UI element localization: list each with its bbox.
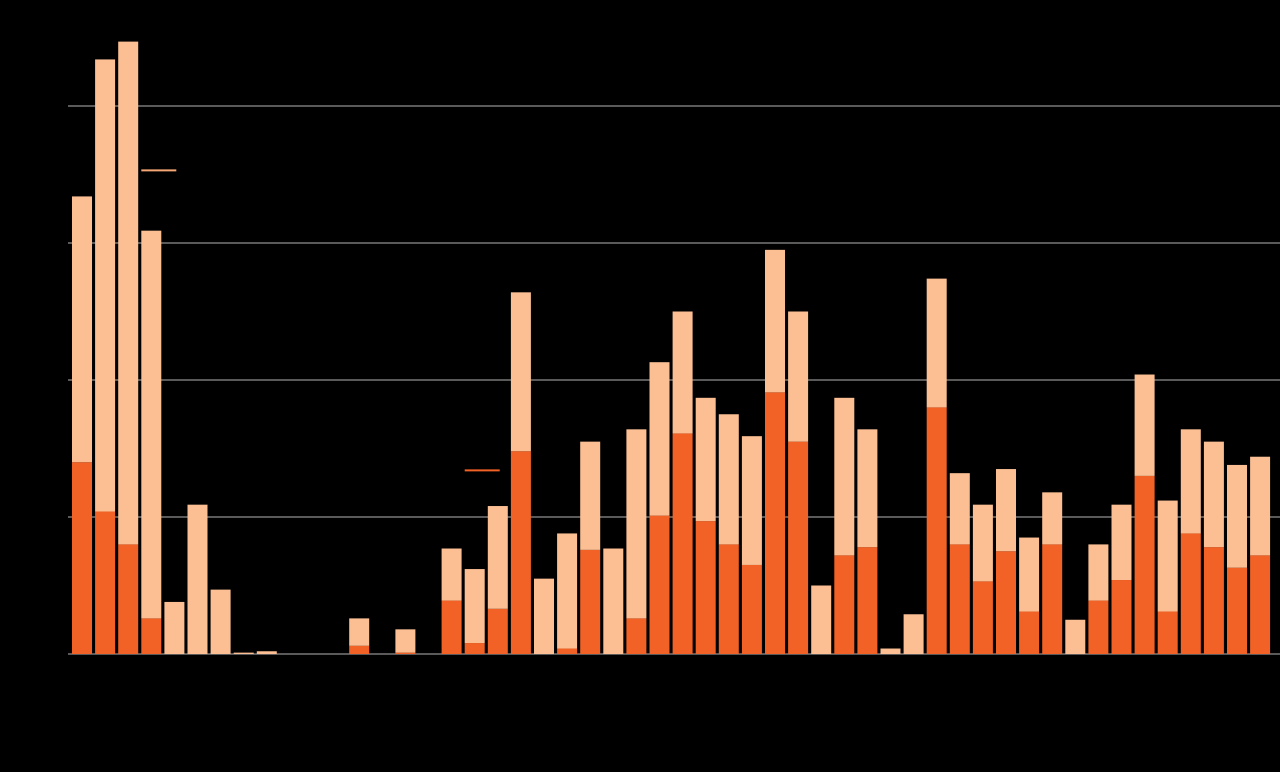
bar-segment: [164, 601, 185, 654]
bar-segment: [1180, 533, 1201, 654]
bar-segment: [949, 473, 970, 545]
bar-segment: [395, 652, 416, 654]
bar-segment: [1042, 492, 1063, 545]
bar-segment: [695, 397, 716, 522]
bar-segment: [626, 618, 647, 654]
bar-segment: [510, 451, 531, 654]
bar-segment: [441, 548, 462, 601]
bar-segment: [1065, 619, 1086, 654]
bar-segment: [487, 608, 508, 654]
bar-segment: [996, 469, 1016, 552]
bar-segment: [141, 618, 162, 654]
bar-segment: [718, 544, 739, 654]
bar-segment: [118, 41, 139, 545]
bar-segment: [1088, 544, 1109, 601]
bar-segment: [95, 59, 116, 512]
bar-segment: [1019, 537, 1040, 612]
bar-segment: [672, 433, 693, 654]
bar-segment: [1250, 456, 1271, 556]
bar-segment: [834, 397, 855, 556]
bar-segment: [118, 544, 139, 654]
bar-segment: [1111, 504, 1132, 581]
bar-segment: [811, 585, 832, 654]
bar-segment: [1203, 547, 1224, 654]
bar-segment: [926, 278, 947, 408]
bar-segment: [880, 648, 901, 654]
bar-segment: [580, 441, 601, 550]
bar-segment: [187, 504, 208, 654]
bar-segment: [256, 651, 277, 654]
bar-segment: [903, 614, 924, 654]
bar-segment: [857, 429, 878, 548]
bar-segment: [487, 506, 508, 609]
bar-segment: [926, 407, 947, 654]
bar-segment: [557, 533, 578, 649]
bar-segment: [649, 515, 670, 654]
bar-segment: [626, 429, 647, 619]
bar-segment: [788, 311, 809, 442]
bar-segment: [1250, 555, 1271, 654]
bar-segment: [1180, 429, 1201, 534]
bar-segment: [441, 600, 462, 654]
bar-segment: [972, 504, 993, 582]
bar-segment: [1227, 464, 1247, 568]
bar-segment: [1019, 611, 1040, 654]
bar-segment: [741, 436, 762, 565]
bar-segment: [672, 311, 693, 434]
bar-segment: [1134, 475, 1155, 654]
bar-segment: [210, 589, 231, 654]
bar-segment: [510, 292, 531, 452]
bar-segment: [649, 362, 670, 516]
bar-segment: [1227, 567, 1247, 654]
bar-segment: [857, 547, 878, 654]
bar-segment: [464, 569, 485, 644]
bar-segment: [788, 441, 809, 654]
bar-segment: [1088, 600, 1109, 654]
bar-segment: [1157, 500, 1178, 612]
bar-segment: [949, 544, 970, 654]
bar-segment: [1111, 580, 1132, 654]
bar-segment: [233, 652, 254, 654]
bar-segment: [718, 414, 739, 545]
bar-segment: [141, 230, 162, 619]
bar-segment: [1134, 374, 1155, 476]
bar-segment: [1157, 611, 1178, 654]
bar-segment: [95, 511, 116, 654]
bar-segment: [72, 196, 92, 463]
bar-segment: [741, 564, 762, 654]
bar-segment: [834, 555, 855, 654]
bar-segment: [72, 462, 92, 654]
bar-segment: [1203, 441, 1224, 548]
bar-segment: [996, 551, 1016, 654]
bar-segment: [765, 392, 785, 654]
bar-segment: [395, 629, 416, 653]
bar-segment: [464, 643, 485, 654]
bar-segment: [349, 645, 370, 654]
bar-segment: [557, 648, 578, 654]
bar-segment: [580, 549, 601, 654]
bar-segment: [765, 249, 785, 393]
bar-segment: [349, 618, 370, 646]
bar-segment: [972, 581, 993, 654]
bar-segment: [603, 548, 624, 654]
bar-segment: [534, 578, 554, 654]
bar-segment: [695, 521, 716, 654]
bar-segment: [1042, 544, 1063, 654]
